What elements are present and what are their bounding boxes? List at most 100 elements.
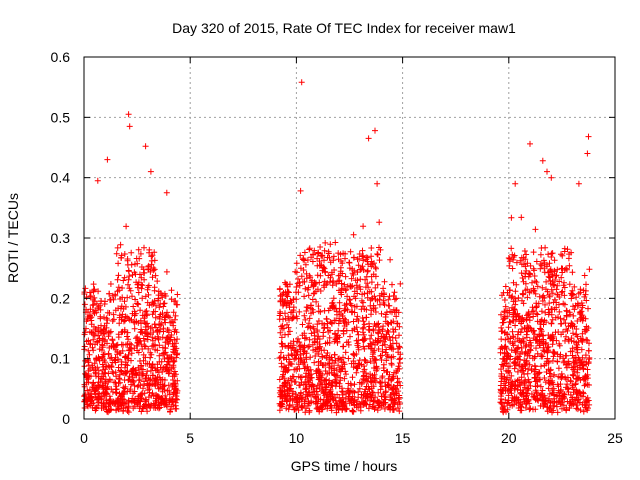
data-point [154,327,161,334]
data-point [142,401,148,408]
data-point [339,365,346,372]
data-point [82,396,88,403]
data-point [391,289,398,296]
data-point [95,394,102,401]
data-point [346,389,353,396]
data-point [558,251,564,258]
data-point [115,272,122,279]
y-axis-title: ROTI / TECUs [5,193,21,283]
data-point [126,273,133,280]
data-point [157,381,164,388]
data-point [320,396,327,403]
data-point [534,350,541,357]
data-point [546,390,553,397]
data-point [556,308,563,315]
data-point [326,334,333,341]
data-point [526,361,533,368]
outlier-point [125,111,132,118]
data-point [369,261,376,268]
data-point [161,355,168,362]
data-point [170,319,177,326]
data-point [300,267,307,273]
data-point [306,375,313,382]
data-point [543,358,550,365]
data-point [278,340,285,347]
data-point [315,303,322,310]
data-point [119,294,126,301]
data-point [359,247,366,254]
data-point [287,360,294,367]
data-point [316,258,323,265]
data-point [141,269,148,276]
outlier-point [297,187,304,194]
data-point [375,400,382,407]
data-point [577,377,584,384]
data-point [331,351,338,358]
data-point [144,368,151,375]
data-point [550,299,557,306]
data-point [129,367,136,373]
data-point [541,375,548,381]
data-point [330,253,337,260]
data-point [511,365,518,372]
data-point [513,259,520,266]
data-point [566,398,573,405]
data-point [530,335,537,342]
data-point [523,251,530,258]
data-point [150,265,157,271]
data-point [87,306,94,313]
data-point [286,328,293,335]
data-point [369,389,376,396]
data-point [293,296,300,303]
data-point [143,397,150,404]
data-point [164,352,170,358]
data-point [500,387,507,394]
data-point [571,306,578,313]
data-point [148,381,154,388]
data-point [355,262,362,269]
data-point [375,337,382,344]
data-point [151,321,158,328]
data-point [515,313,522,320]
data-point [580,408,587,415]
data-point [85,359,92,365]
y-tick-labels: 0 0.1 0.2 0.3 0.4 0.5 0.6 [51,49,71,427]
data-point [374,329,381,336]
data-point [383,357,390,364]
data-point [533,310,540,317]
data-point [504,374,511,381]
data-point [575,357,582,364]
data-point [512,322,519,329]
data-point [321,257,327,264]
data-point [172,312,179,319]
data-point [359,263,366,270]
data-point [317,244,324,250]
data-point [573,376,580,383]
data-point [553,286,560,293]
data-point [583,336,590,343]
data-point [346,296,353,303]
data-point [123,223,130,230]
data-point [148,253,155,260]
data-point [84,387,91,394]
data-point [365,375,372,382]
data-point [372,357,379,364]
data-point [110,340,117,347]
data-point [569,394,576,401]
data-point [583,297,590,304]
data-point [119,328,126,335]
data-point [156,358,163,365]
data-point [165,370,172,377]
data-point [304,378,311,385]
data-point [580,287,587,294]
data-point [319,253,326,260]
data-point [305,284,312,291]
data-point [375,346,382,352]
data-point [518,374,525,381]
data-point [146,386,153,393]
data-point [169,398,176,405]
data-point [104,385,110,392]
data-point [360,331,367,338]
data-point [112,359,119,366]
data-point [138,264,145,270]
